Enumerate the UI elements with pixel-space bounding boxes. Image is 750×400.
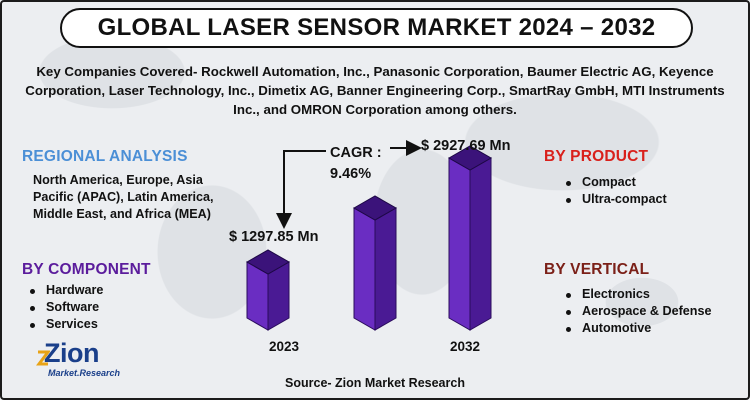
component-list: Hardware Software Services [24,282,103,333]
by-product-heading: BY PRODUCT [544,148,649,165]
list-item: Automotive [560,320,712,337]
regional-analysis-text: North America, Europe, Asia Pacific (APA… [33,173,214,221]
logo-sub-text: Market.Research [48,368,121,378]
start-year-label: 2023 [269,339,300,354]
key-companies-text: Key Companies Covered- Rockwell Automati… [25,64,725,117]
bar-2032-left-face [448,157,471,331]
logo-mark-icon [36,350,50,366]
bar-middle-left-face [353,207,376,331]
bar-2023-top-face [245,249,291,275]
product-list: Compact Ultra-compact [560,174,667,208]
bar-2032 [447,145,493,331]
by-vertical-heading: BY VERTICAL [544,261,650,278]
list-item: Ultra-compact [560,191,667,208]
arrow-to-start-value [276,150,326,229]
bar-2023 [245,249,291,331]
title-banner: GLOBAL LASER SENSOR MARKET 2024 – 2032 [60,8,693,48]
end-value-label: $ 2927.69 Mn [421,138,511,154]
list-item: Compact [560,174,667,191]
source-caption: Source- Zion Market Research [285,376,465,390]
list-item: Electronics [560,286,712,303]
bar-middle-top-face [352,195,398,221]
list-item: Software [24,299,103,316]
vertical-list: Electronics Aerospace & Defense Automoti… [560,286,712,337]
cagr-label: CAGR : [330,145,382,161]
bar-2032-right-face [469,157,492,331]
zion-logo: Zion Market.Research [36,338,146,386]
bar-2032-top-face [447,145,493,171]
list-item: Services [24,316,103,333]
list-item: Aerospace & Defense [560,303,712,320]
start-value-label: $ 1297.85 Mn [229,229,319,245]
list-item: Hardware [24,282,103,299]
bar-middle-right-face [374,207,397,331]
cagr-block: CAGR : 9.46% [330,143,382,185]
logo-main-text: Zion [44,338,99,368]
page-title: GLOBAL LASER SENSOR MARKET 2024 – 2032 [97,14,656,41]
cagr-value: 9.46% [330,166,372,182]
regional-analysis-heading: REGIONAL ANALYSIS [22,148,188,165]
end-year-label: 2032 [450,339,481,354]
bar-middle [352,195,398,331]
by-component-heading: BY COMPONENT [22,261,151,278]
